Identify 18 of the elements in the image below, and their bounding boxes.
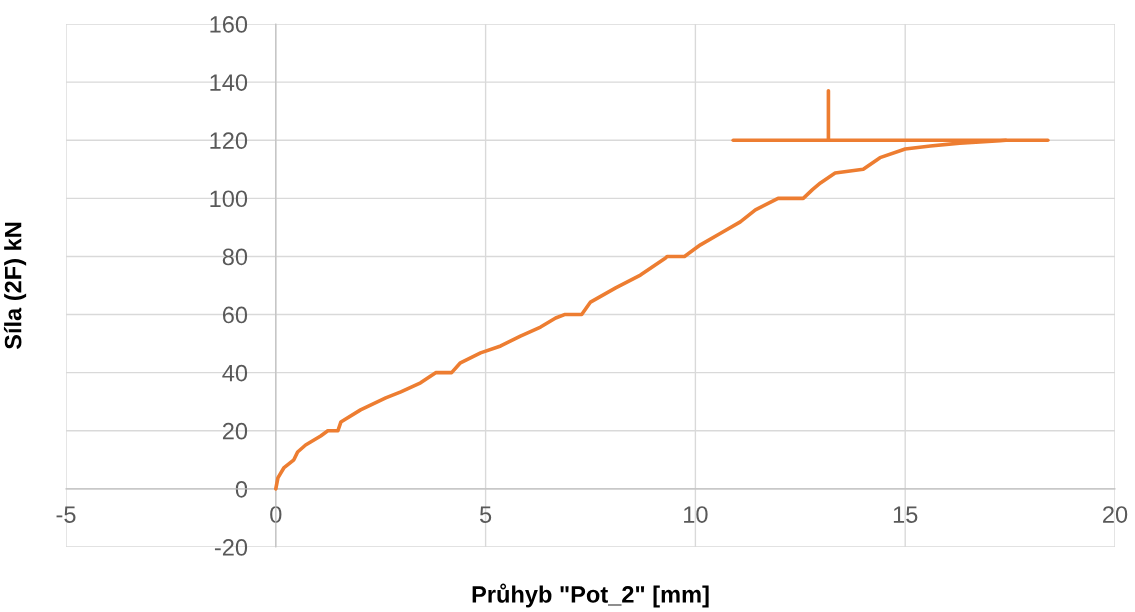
x-tick-label: 0 [270,506,282,523]
y-tick-label: 100 [210,190,248,208]
y-tick-label: 60 [222,306,248,324]
y-tick-label: 140 [210,74,248,91]
x-tick-label: -5 [56,506,76,523]
x-tick-label: 5 [479,506,492,523]
x-axis-title: Průhyb "Pot_2" [mm] [472,583,709,608]
y-tick-label: 0 [235,480,248,498]
y-tick-label: -20 [214,539,248,556]
x-tick-label: 10 [684,506,708,523]
y-tick-label: 40 [222,364,248,382]
y-tick-label: 160 [210,16,248,33]
y-tick-label: 20 [222,422,248,440]
y-tick-label: 120 [210,132,248,150]
x-tick-label: 20 [1103,506,1128,523]
y-axis-title: Síla (2F) kN [3,222,27,350]
y-tick-label: 80 [222,248,248,266]
x-tick-label: 15 [893,506,918,523]
